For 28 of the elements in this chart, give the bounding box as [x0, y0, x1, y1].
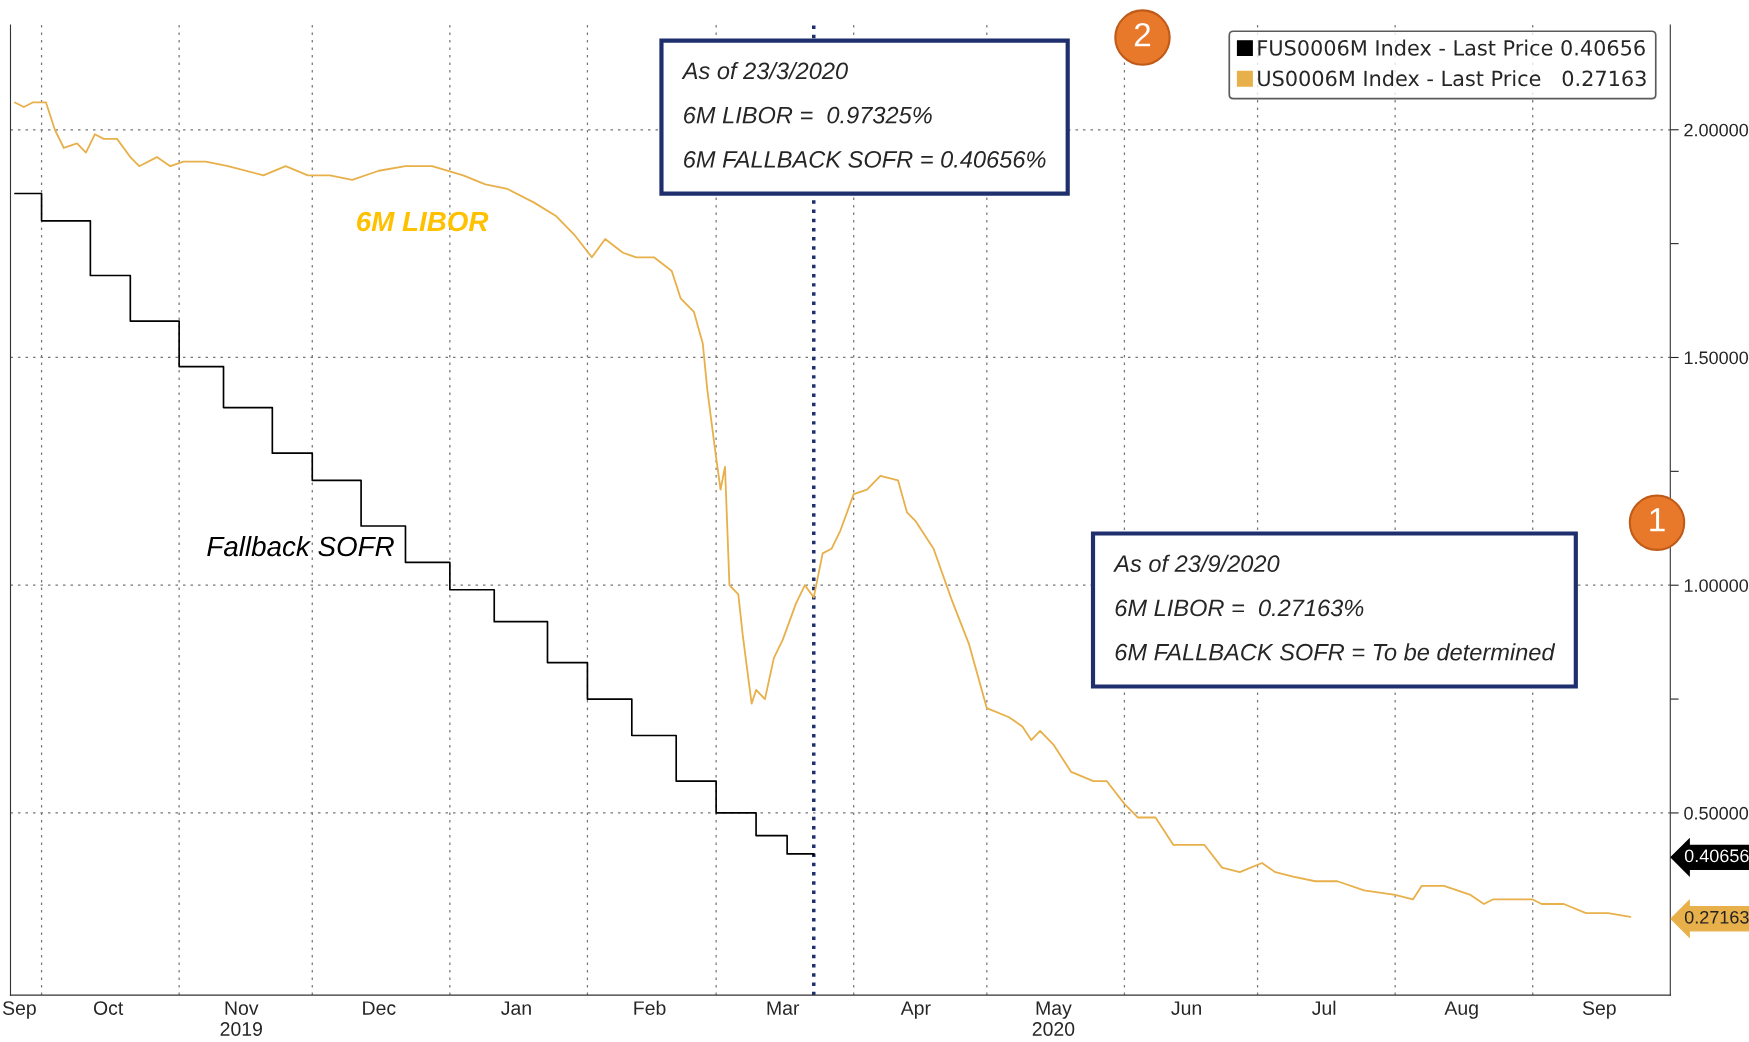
legend-label: FUS0006M Index - Last Price 0.40656 — [1258, 39, 1645, 56]
y2-tick-label: 0.27163 — [1684, 910, 1749, 924]
y-tick-label: 0.50000 — [1684, 806, 1749, 820]
x-tick-label: Aug — [1444, 1001, 1478, 1019]
x-tick-label: May 2020 — [1032, 1001, 1075, 1036]
x-tick-label: Mar — [767, 1001, 800, 1015]
x-tick-label: Sep — [1582, 1001, 1616, 1019]
x-tick-label: Jun — [1171, 1001, 1201, 1015]
annotation: 6M LIBOR — [357, 211, 489, 232]
annotation: As of 23/9/2020 6M LIBOR = 0.27163% 6M FALLBACK SOFR = To be determined — [1113, 554, 1556, 661]
annotation: As of 23/3/2020 6M LIBOR = 0.97325% 6M FALLBACK SOFR = 0.40656% — [681, 61, 1046, 168]
y-tick-label: 2.00000 — [1684, 123, 1749, 137]
legend-label: US0006M Index - Last Price 0.27163 — [1258, 70, 1646, 87]
annotation: Fallback SOFR — [207, 535, 394, 557]
x-tick-label: Feb — [634, 1000, 666, 1015]
line-series — [14, 101, 1632, 918]
x-tick-label: Jan — [501, 1001, 531, 1015]
y-tick-label: 1.00000 — [1684, 579, 1749, 592]
x-tick-label: Apr — [900, 1001, 931, 1019]
annotation: 1 — [1650, 508, 1665, 532]
x-tick-label: Nov 2019 — [220, 1001, 262, 1036]
annotation: 2 — [1134, 22, 1151, 47]
x-tick-label: Oct — [93, 1001, 124, 1015]
y2-tick-label: 0.40656 — [1684, 849, 1749, 863]
x-tick-label: Sep — [2, 1001, 36, 1019]
x-tick-label: Dec — [363, 1001, 396, 1015]
y-tick-label: 1.50000 — [1684, 351, 1749, 365]
x-tick-label: Jul — [1312, 1000, 1336, 1015]
